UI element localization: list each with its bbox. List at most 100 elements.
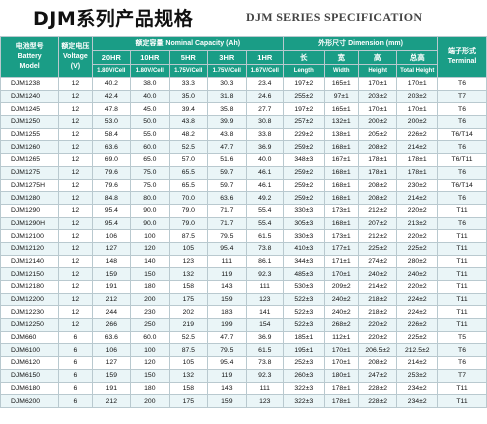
terminal-cell: T6 [437, 165, 487, 180]
width-cell: 138±1 [323, 127, 359, 142]
terminal-cell: T6 [437, 140, 487, 155]
dimension-zh-header: 宽 [323, 50, 359, 65]
length-cell: 522±3 [283, 318, 325, 332]
col-model-zh: 电池型号 [15, 43, 44, 50]
cap-1hr-cell: 73.8 [245, 356, 285, 370]
cap-1hr-cell: 55.4 [245, 203, 285, 218]
cap-1hr-cell: 40.0 [245, 153, 285, 167]
cap-20hr-cell: 58.4 [91, 127, 132, 142]
spec-table: 电池型号 Battery Model 额定电压 Voltage (V) 额定容量… [0, 36, 487, 408]
height-cell: 247±2 [357, 368, 398, 383]
height-cell: 228±2 [357, 381, 398, 396]
cap-5hr-cell: 87.5 [168, 229, 209, 243]
width-cell: 165±1 [323, 77, 359, 91]
voltage-cell: 12 [58, 102, 93, 117]
cap-10hr-cell: 75.0 [130, 178, 170, 193]
height-cell: 170±1 [357, 77, 398, 91]
table-row: DJM1290H 12 95.4 90.0 79.0 71.7 55.4 305±3 168±1… [0, 216, 487, 231]
voltage-cell: 12 [58, 153, 93, 167]
terminal-cell: T11 [437, 394, 487, 408]
length-cell: 260±3 [283, 368, 325, 383]
voltage-cell: 12 [58, 77, 93, 91]
total-height-cell: 225±2 [396, 330, 439, 345]
cap-5hr-cell: 79.0 [168, 203, 209, 218]
width-cell: 170±1 [323, 343, 359, 358]
height-cell: 208±2 [357, 191, 398, 205]
cap-20hr-cell: 42.4 [91, 89, 132, 104]
cap-20hr-cell: 53.0 [91, 115, 132, 129]
height-cell: 208±2 [357, 178, 398, 193]
capacity-rate-header: 20HR [91, 50, 132, 65]
height-cell: 206.5±2 [357, 343, 398, 358]
cap-5hr-cell: 65.5 [168, 178, 209, 193]
table-row: DJM1265 12 69.0 65.0 57.0 51.6 40.0 348±3 167±1 1… [0, 153, 487, 167]
cap-3hr-cell: 159 [207, 292, 247, 307]
height-cell: 274±2 [357, 254, 398, 269]
table-row: DJM12100 12 106 100 87.5 79.5 61.5 330±3 173±1 21… [0, 229, 487, 243]
table-row: DJM12200 12 212 200 175 159 123 522±3 240±2 218±2… [0, 292, 487, 307]
width-cell: 209±2 [323, 280, 359, 294]
height-cell: 208±2 [357, 140, 398, 155]
cap-20hr-cell: 79.6 [91, 178, 132, 193]
model-cell: DJM1238 [0, 77, 60, 91]
model-cell: DJM6150 [0, 368, 60, 383]
length-cell: 485±3 [283, 267, 325, 281]
total-height-cell: 280±2 [396, 254, 439, 269]
terminal-cell: T6/T14 [437, 127, 487, 142]
width-cell: 97±1 [323, 89, 359, 104]
total-height-cell: 226±2 [396, 127, 439, 142]
dimension-en-header: Width [323, 64, 359, 78]
table-row: DJM1245 12 47.8 45.0 39.4 35.8 27.7 197±2 165±1 1… [0, 102, 487, 117]
cap-3hr-cell: 31.8 [207, 89, 247, 104]
dimension-zh-header: 总高 [396, 50, 439, 65]
model-cell: DJM12230 [0, 305, 60, 320]
width-cell: 168±1 [323, 140, 359, 155]
cap-5hr-cell: 123 [168, 254, 209, 269]
width-cell: 167±1 [323, 153, 359, 167]
cap-20hr-cell: 95.4 [91, 203, 132, 218]
col-terminal-zh: 端子形式 [448, 48, 477, 55]
cap-10hr-cell: 50.0 [130, 115, 170, 129]
width-cell: 168±1 [323, 191, 359, 205]
cap-1hr-cell: 33.8 [245, 127, 285, 142]
height-cell: 208±2 [357, 356, 398, 370]
cap-20hr-cell: 266 [91, 318, 132, 332]
cap-3hr-cell: 47.7 [207, 140, 247, 155]
capacity-group-header: 额定容量 Nominal Capacity (Ah) [91, 36, 285, 51]
cap-10hr-cell: 38.0 [130, 77, 170, 91]
model-cell: DJM1290 [0, 203, 60, 218]
model-cell: DJM660 [0, 330, 60, 345]
table-row: DJM12120 12 127 120 105 95.4 73.8 410±3 177±1 225… [0, 241, 487, 256]
table-row: DJM1255 12 58.4 55.0 48.2 43.8 33.8 229±2 138±1 2… [0, 127, 487, 142]
cap-3hr-cell: 39.9 [207, 115, 247, 129]
cap-10hr-cell: 250 [130, 318, 170, 332]
length-cell: 229±2 [283, 127, 325, 142]
voltage-cell: 12 [58, 254, 93, 269]
capacity-rate-header: 5HR [168, 50, 209, 65]
length-cell: 522±3 [283, 292, 325, 307]
height-cell: 170±1 [357, 102, 398, 117]
length-cell: 255±2 [283, 89, 325, 104]
length-cell: 530±3 [283, 280, 325, 294]
length-cell: 330±3 [283, 229, 325, 243]
terminal-cell: T11 [437, 267, 487, 281]
model-cell: DJM1255 [0, 127, 60, 142]
cap-1hr-cell: 154 [245, 318, 285, 332]
voltage-cell: 12 [58, 178, 93, 193]
cap-10hr-cell: 65.0 [130, 153, 170, 167]
table-row: DJM6200 6 212 200 175 159 123 322±3 178±1 228±2 23… [0, 394, 487, 408]
terminal-cell: T6/T14 [437, 178, 487, 193]
cap-20hr-cell: 63.6 [91, 330, 132, 345]
cap-10hr-cell: 75.0 [130, 165, 170, 180]
cap-1hr-cell: 92.3 [245, 368, 285, 383]
cap-3hr-cell: 71.7 [207, 216, 247, 231]
col-voltage-header: 额定电压 Voltage (V) [58, 36, 93, 78]
model-cell: DJM1245 [0, 102, 60, 117]
cap-10hr-cell: 150 [130, 368, 170, 383]
voltage-cell: 12 [58, 280, 93, 294]
height-cell: 205±2 [357, 127, 398, 142]
cap-3hr-cell: 119 [207, 368, 247, 383]
cap-1hr-cell: 36.9 [245, 140, 285, 155]
cap-3hr-cell: 51.6 [207, 153, 247, 167]
cap-5hr-cell: 219 [168, 318, 209, 332]
